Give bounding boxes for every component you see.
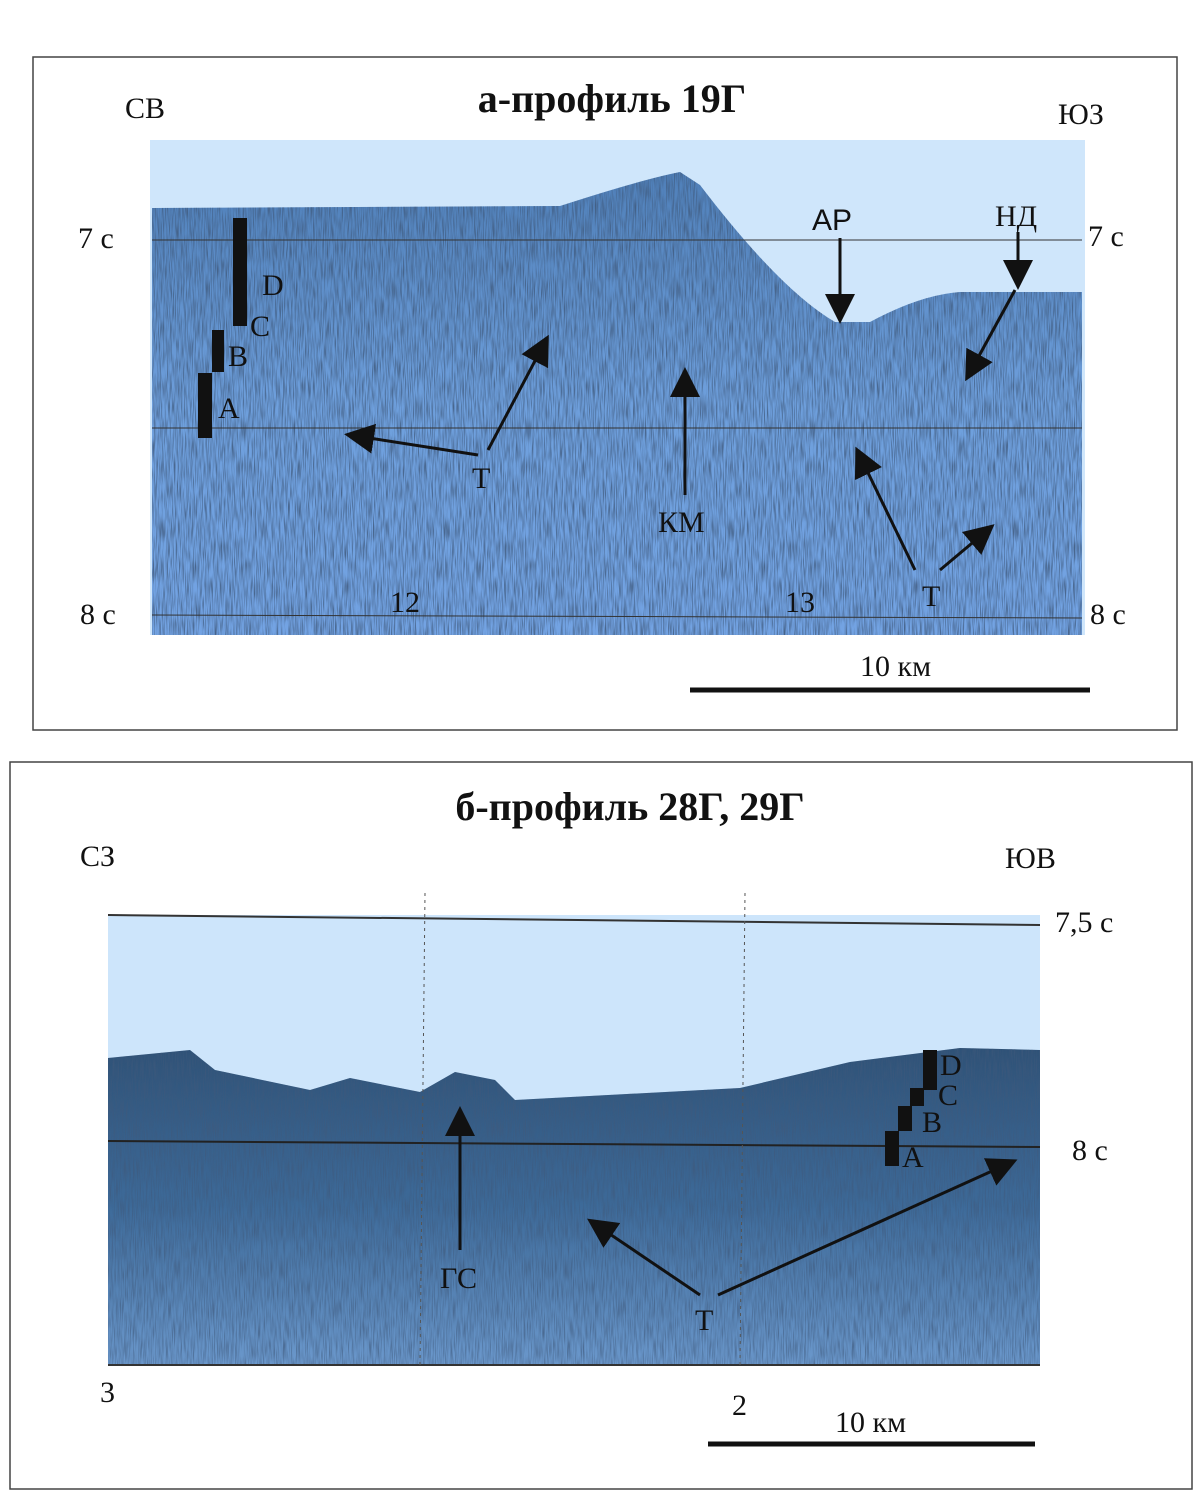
trace-number: 3 [100,1376,115,1409]
direction: ЮВ [1005,842,1056,875]
direction: ЮЗ [1058,98,1104,131]
direction: СЗ [80,840,115,873]
unit-label: B [228,340,248,373]
trace-line [419,892,426,1366]
time-line [107,1140,1041,1148]
direction: СВ [125,92,165,125]
arrow [486,334,549,451]
annotation: КМ [658,506,705,539]
arrow [717,1158,1018,1297]
time-label: 7,5 с [1055,906,1113,939]
time-label: 7 с [1088,220,1124,253]
arrow [939,524,995,572]
unit-bar [198,373,212,438]
annotation: НД [995,200,1037,233]
unit-bar [885,1131,899,1166]
unit-bar [233,218,247,326]
unit-bar [212,330,224,372]
panel-frame [32,56,1178,731]
annotation: Т [922,580,940,613]
unit-label: D [262,269,284,302]
time-label: 7 с [78,222,114,255]
time-line [107,914,1041,926]
unit-label: B [922,1106,942,1139]
arrow [587,1218,701,1297]
trace-number: 12 [390,586,420,619]
annotation: Т [472,462,490,495]
seismic-texture [108,1048,1040,1365]
arrow [344,423,479,457]
annotation: АР [812,204,852,237]
unit-label: C [938,1079,958,1112]
title: а-профиль 19Г [478,76,746,121]
unit-label: A [218,392,240,425]
annotation: Т [695,1304,713,1337]
time-label: 8 с [1090,598,1126,631]
time-line [151,614,1083,619]
unit-label: C [250,310,270,343]
panel-frame [9,761,1193,1490]
trace-number: 2 [732,1389,747,1422]
trace-line [739,892,746,1366]
scale-label: 10 км [835,1406,906,1439]
time-label: 8 с [80,598,116,631]
annotation: ГС [440,1262,477,1295]
scale-label: 10 км [860,650,931,683]
unit-bar [898,1106,912,1131]
arrow [965,289,1017,382]
unit-bar [910,1088,924,1106]
unit-label: A [902,1141,924,1174]
trace-number: 13 [785,586,815,619]
unit-label: D [940,1049,962,1082]
unit-bar [923,1050,937,1090]
arrow [854,446,917,571]
title: б-профиль 28Г, 29Г [455,784,804,829]
seismic-texture [152,172,1082,635]
time-label: 8 с [1072,1134,1108,1167]
